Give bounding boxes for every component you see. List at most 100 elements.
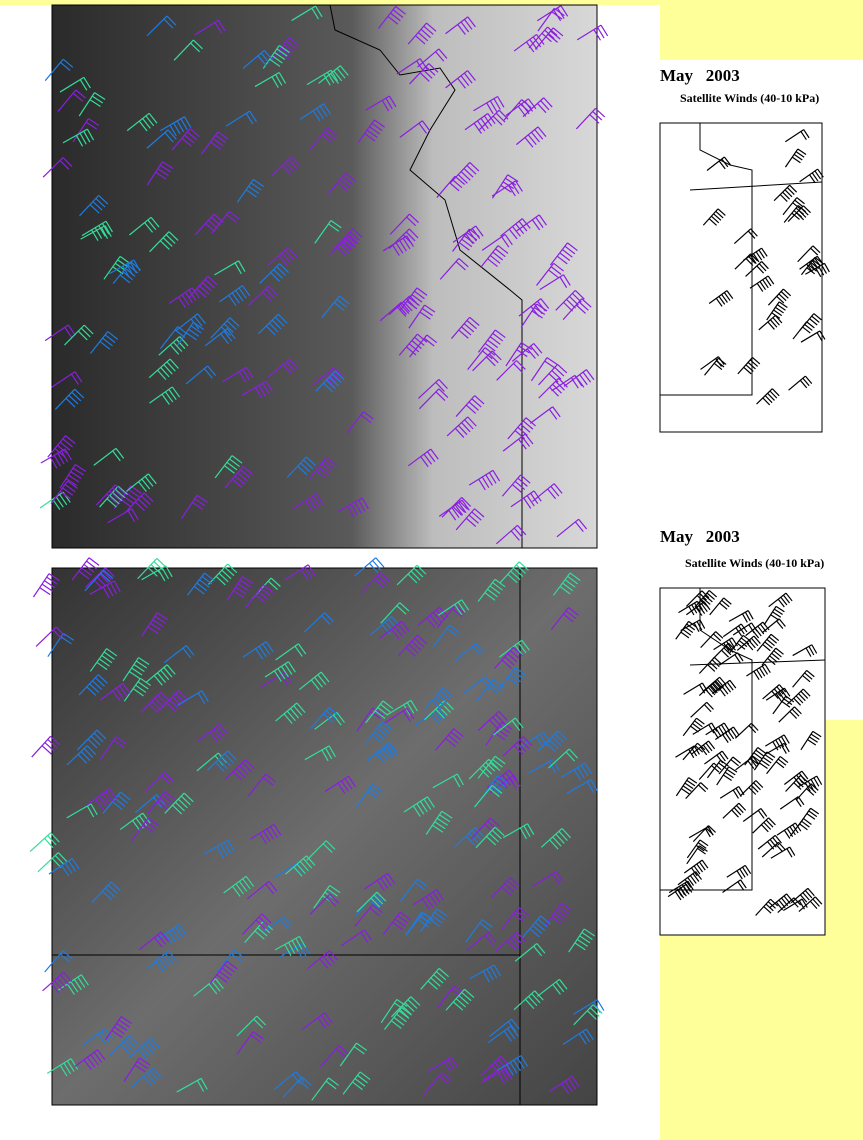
wind-barb [382, 235, 414, 256]
wind-barb [314, 220, 342, 244]
wind-barb [76, 729, 107, 751]
wind-barb [788, 375, 813, 391]
wind-barb [548, 748, 579, 769]
wind-barb [216, 949, 245, 974]
wind-barb [439, 257, 469, 280]
wind-barb [328, 234, 359, 257]
wind-barb [715, 726, 740, 743]
wind-barb [496, 360, 526, 381]
year: 2003 [705, 527, 740, 546]
wind-barb [408, 304, 436, 329]
wind-barb [407, 22, 437, 45]
wind-barb [544, 902, 572, 927]
wind-barb [534, 27, 564, 50]
wind-barb [78, 674, 108, 696]
wind-barb [313, 884, 341, 909]
wind-barb [743, 247, 768, 265]
wind-barb [86, 788, 117, 810]
wind-barb [575, 107, 606, 130]
wind-barb [112, 261, 141, 285]
wind-barb [383, 707, 415, 725]
wind-barb [783, 205, 807, 223]
wind-barb [146, 129, 177, 149]
wind-barb [168, 287, 200, 308]
wind-barb [552, 572, 581, 596]
wind-barb [72, 118, 100, 143]
wind-barb [540, 828, 571, 850]
wind-barb [481, 233, 513, 251]
wind-barb [778, 706, 802, 723]
wind-barb [95, 484, 125, 506]
wind-barb [514, 943, 546, 962]
wind-barb [346, 411, 374, 435]
wind-barb [262, 44, 290, 69]
wind-barb [131, 817, 159, 842]
wind-barb [513, 33, 545, 53]
wind-barb [548, 1075, 580, 1095]
wind-barb [799, 255, 824, 273]
wind-barb [321, 295, 350, 318]
wind-barb [417, 48, 448, 68]
wind-barb [790, 887, 815, 904]
wind-barb [766, 301, 788, 321]
month: May [660, 527, 694, 546]
wind-barb [47, 435, 76, 458]
wind-barb [66, 803, 98, 819]
wind-barb [753, 751, 776, 771]
wind-barb [417, 378, 448, 399]
wind-barb [275, 702, 306, 724]
wind-barb [768, 592, 793, 608]
wind-barb [146, 15, 177, 37]
wind-barb [105, 1016, 132, 1041]
wind-barb [378, 620, 410, 640]
wind-barb [698, 680, 723, 698]
wind-barb [528, 26, 558, 49]
wind-barb [31, 735, 61, 758]
wind-barb [143, 771, 174, 793]
wind-barb [222, 366, 254, 383]
wind-barb [797, 245, 821, 263]
wind-barb [365, 700, 394, 724]
wind-barb [304, 745, 336, 762]
wind-barb [739, 780, 764, 797]
wind-barb [752, 817, 776, 834]
wind-barb [744, 746, 767, 766]
wind-barb [399, 287, 428, 311]
wind-barb [686, 601, 711, 616]
wind-barb [477, 329, 506, 353]
wind-barb [177, 690, 209, 706]
wind-barb [452, 228, 480, 252]
wind-barb [356, 891, 387, 913]
wind-barb [686, 845, 708, 865]
wind-barb [767, 288, 792, 306]
wind-barb [367, 741, 398, 764]
wind-barb [556, 518, 588, 538]
wind-barb [354, 904, 383, 927]
wind-barb [171, 128, 201, 151]
wind-barb [259, 263, 289, 284]
wind-barb [432, 773, 464, 789]
wind-barb [475, 679, 504, 703]
wind-barb [568, 928, 596, 953]
wind-barb [722, 802, 747, 819]
wind-barb [225, 110, 258, 127]
wind-barb [180, 494, 208, 519]
wind-barb [438, 499, 470, 521]
wind-barb [194, 19, 226, 36]
wind-barb [726, 864, 752, 880]
wind-barb [450, 161, 480, 184]
wind-barb [197, 723, 228, 743]
wind-barb [495, 931, 526, 952]
wind-barb [356, 707, 384, 732]
wind-barb [494, 646, 523, 669]
wind-barb [354, 557, 385, 577]
wind-barb [773, 184, 798, 202]
wind-barb [109, 1035, 139, 1057]
wind-barb [405, 912, 434, 936]
wind-barb [307, 950, 338, 969]
wind-barb [502, 736, 533, 757]
wind-barb [214, 260, 246, 276]
wind-barb [532, 870, 564, 887]
wind-barb [472, 350, 502, 372]
wind-barb [511, 342, 543, 362]
